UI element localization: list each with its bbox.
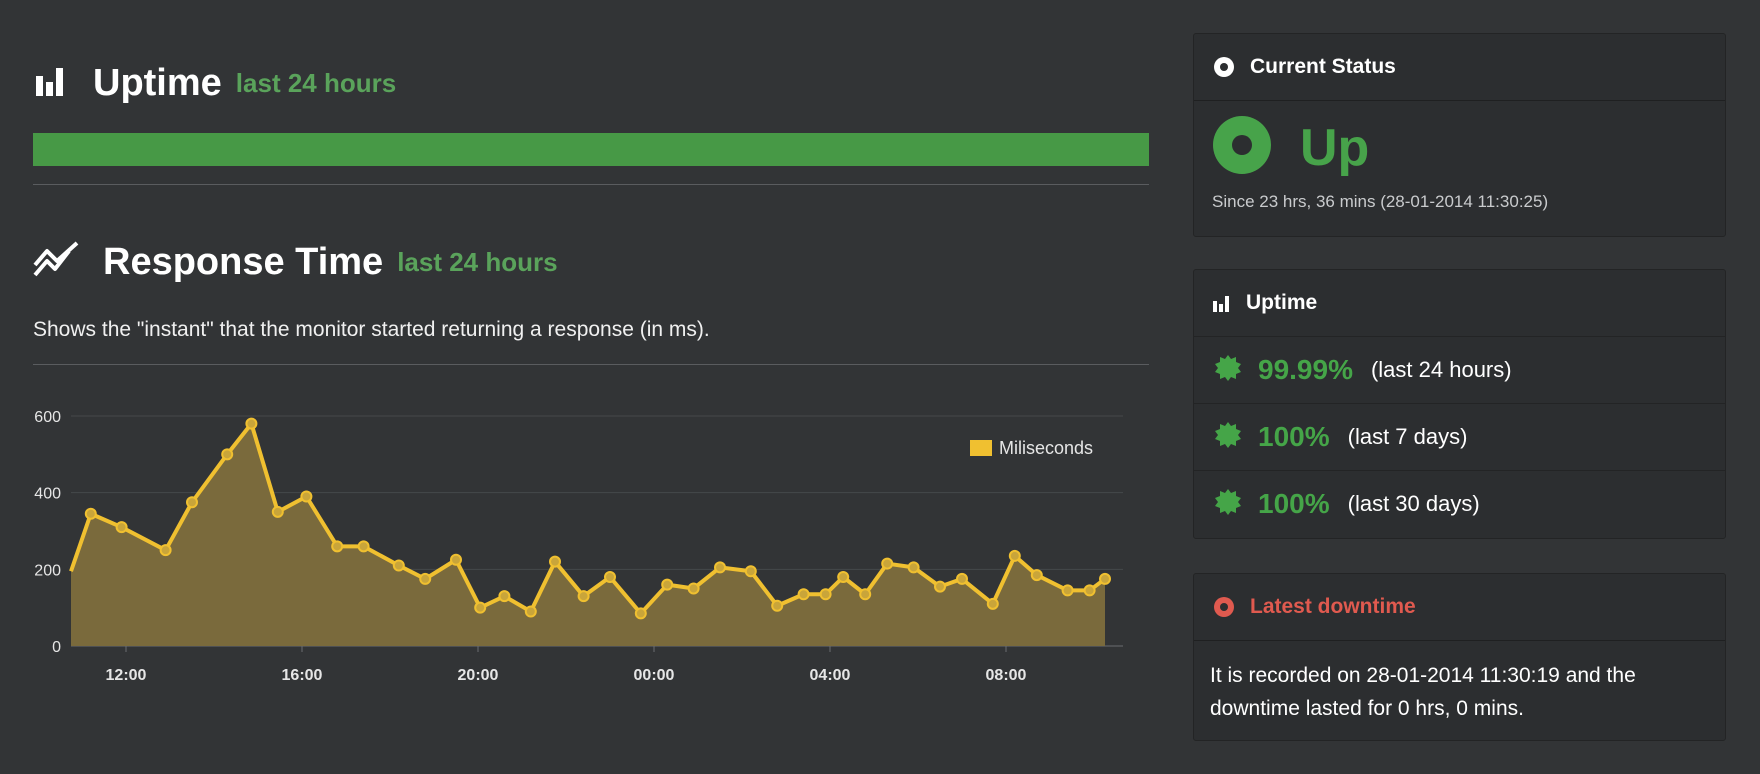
data-point [837, 571, 850, 583]
data-point [392, 559, 405, 572]
data-point [881, 557, 894, 570]
x-tick-label: 12:00 [106, 667, 147, 684]
badge-icon [1214, 354, 1242, 387]
uptime-row: 99.99% (last 24 hours) [1194, 336, 1725, 403]
data-point [819, 588, 832, 601]
data-point [1030, 569, 1043, 582]
data-point [771, 599, 784, 612]
y-tick-label: 200 [34, 562, 61, 579]
data-point [419, 572, 432, 585]
uptime-period: (last 24 hours) [1370, 357, 1512, 382]
data-point [498, 590, 511, 603]
data-point [474, 601, 487, 614]
uptime-bar [33, 133, 1149, 166]
current-status-title: Current Status [1250, 55, 1396, 78]
response-time-section-header: Response Time last 24 hours [33, 241, 558, 284]
chart-legend: Miliseconds [970, 438, 1093, 458]
divider [33, 184, 1149, 185]
status-up-icon [1212, 115, 1272, 180]
response-time-line [69, 421, 1107, 616]
x-tick-label: 16:00 [282, 667, 323, 684]
uptime-panel-header: Uptime [1194, 270, 1725, 336]
response-time-description: Shows the "instant" that the monitor sta… [33, 318, 710, 341]
data-point [524, 605, 537, 618]
data-point [221, 448, 234, 461]
data-point [687, 582, 700, 595]
data-point [84, 507, 97, 520]
data-point [1061, 584, 1074, 597]
data-point [450, 553, 462, 566]
data-point [986, 597, 999, 610]
badge-icon [1214, 488, 1242, 521]
data-point [604, 571, 616, 583]
data-point [115, 521, 128, 534]
data-point [300, 490, 313, 503]
data-point [797, 588, 810, 601]
data-point [714, 561, 726, 574]
legend-swatch [970, 440, 992, 456]
response-time-subtitle: last 24 hours [397, 247, 558, 277]
response-time-area [71, 423, 1105, 646]
latest-downtime-panel: Latest downtime It is recorded on 28-01-… [1193, 573, 1726, 741]
line-chart-icon [33, 241, 81, 284]
data-point [186, 496, 198, 509]
data-point [1008, 549, 1021, 562]
x-tick-label: 20:00 [458, 667, 499, 684]
uptime-section-header: Uptime last 24 hours [33, 62, 396, 105]
current-status-header: Current Status [1194, 34, 1725, 101]
current-status-body: Up Since 23 hrs, 36 mins (28-01-2014 11:… [1194, 101, 1725, 235]
data-point [159, 544, 172, 557]
y-tick-label: 600 [34, 409, 61, 426]
y-tick-label: 400 [34, 486, 61, 503]
data-point [956, 572, 968, 585]
data-point [549, 555, 561, 568]
data-point [357, 540, 370, 553]
badge-icon [1214, 421, 1242, 454]
latest-downtime-header: Latest downtime [1194, 574, 1725, 641]
data-point [1099, 572, 1111, 585]
latest-downtime-text: It is recorded on 28-01-2014 11:30:19 an… [1210, 664, 1636, 720]
bar-chart-icon [1212, 293, 1232, 313]
response-time-chart: 600 400 200 0 12:00 16:00 20:00 00:00 04:00 08:0… [34, 409, 1123, 684]
data-point [577, 590, 590, 603]
uptime-percent: 100% [1258, 421, 1330, 452]
uptime-row: 100% (last 7 days) [1194, 403, 1725, 470]
data-point [1083, 584, 1096, 597]
x-tick-label: 00:00 [634, 667, 675, 684]
x-tick-label: 08:00 [986, 667, 1027, 684]
data-point [331, 540, 344, 553]
data-point [744, 565, 757, 578]
data-point [907, 561, 920, 574]
data-point [661, 578, 674, 591]
current-status-panel: Current Status Up Since 23 hrs, 36 mins … [1193, 33, 1726, 237]
uptime-percent: 99.99% [1258, 354, 1353, 385]
uptime-panel-title: Uptime [1246, 291, 1318, 314]
status-since: Since 23 hrs, 36 mins (28-01-2014 11:30:… [1212, 192, 1549, 211]
response-time-title: Response Time [103, 241, 384, 283]
status-dot-icon [1212, 55, 1236, 79]
uptime-period: (last 7 days) [1347, 424, 1468, 449]
alert-dot-icon [1212, 595, 1236, 619]
uptime-panel: Uptime 99.99% (last 24 hours) 100% (last… [1193, 269, 1726, 539]
bar-chart-icon [33, 64, 67, 103]
uptime-row: 100% (last 30 days) [1194, 470, 1725, 537]
data-point [271, 505, 284, 518]
y-tick-label: 0 [52, 639, 61, 656]
status-value: Up [1300, 118, 1370, 177]
uptime-percent: 100% [1258, 488, 1330, 519]
divider [33, 364, 1149, 365]
data-point [634, 607, 647, 620]
data-point [934, 580, 946, 593]
x-tick-label: 04:00 [810, 667, 851, 684]
data-point [245, 417, 258, 430]
uptime-subtitle: last 24 hours [235, 68, 397, 98]
latest-downtime-title: Latest downtime [1250, 595, 1416, 618]
data-point [859, 588, 872, 601]
uptime-period: (last 30 days) [1347, 491, 1480, 516]
uptime-title: Uptime [93, 62, 222, 104]
legend-label: Miliseconds [999, 438, 1093, 458]
